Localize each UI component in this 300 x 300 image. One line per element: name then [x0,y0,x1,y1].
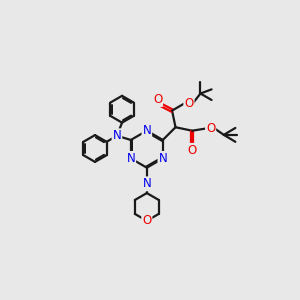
Text: N: N [112,129,121,142]
Text: O: O [142,214,152,227]
Text: N: N [142,177,151,190]
Text: O: O [184,97,194,110]
Text: O: O [188,144,197,157]
Text: N: N [158,152,167,165]
Text: N: N [142,124,151,137]
Text: O: O [206,122,215,135]
Text: O: O [153,93,162,106]
Text: N: N [126,152,135,165]
